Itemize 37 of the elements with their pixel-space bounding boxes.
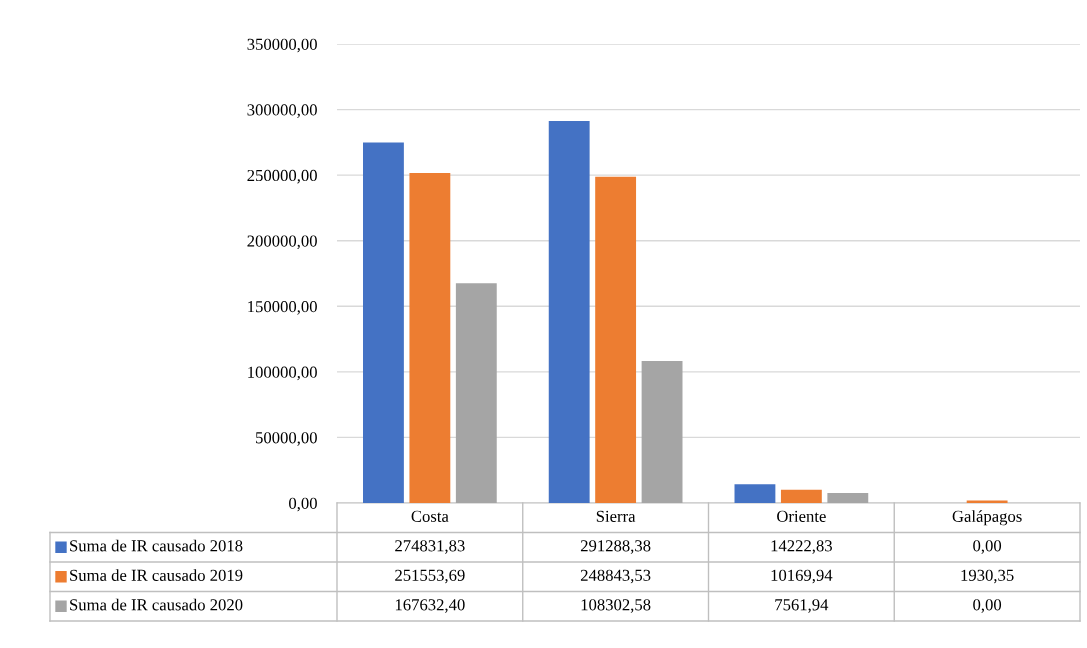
data-label: 14222,83 <box>771 540 832 554</box>
bar <box>780 489 822 503</box>
x-tick-label: Galápagos <box>952 510 1022 526</box>
y-tick-label: 100000,00 <box>248 366 317 381</box>
data-label: 1930,35 <box>961 569 1014 584</box>
bar <box>966 500 1008 503</box>
bar <box>641 360 683 503</box>
data-label: 0,00 <box>973 599 1002 613</box>
y-tick-label: 250000,00 <box>247 169 317 184</box>
legend-label: Suma de IR causado 2018 <box>70 539 243 552</box>
x-tick-label: Oriente <box>777 510 826 522</box>
legend-label: Suma de IR causado 2020 <box>70 598 243 611</box>
bar <box>363 142 404 503</box>
data-label: 291288,38 <box>580 540 651 554</box>
bar <box>409 173 451 503</box>
data-label: 0,00 <box>973 540 1002 554</box>
data-label: 248843,53 <box>580 569 651 584</box>
x-tick-label: Costa <box>411 510 449 522</box>
data-label: 10169,94 <box>771 569 833 584</box>
data-label: 274831,83 <box>395 540 465 554</box>
legend-label: Suma de IR causado 2019 <box>70 569 243 581</box>
bar <box>548 121 590 503</box>
y-tick-label: 200000,00 <box>247 235 317 250</box>
x-tick-label: Sierra <box>596 510 636 522</box>
y-tick-label: 350000,00 <box>247 38 317 53</box>
y-tick-label: 150000,00 <box>248 300 317 315</box>
data-label: 167632,40 <box>395 599 465 613</box>
bar <box>595 176 637 503</box>
bar <box>734 484 776 503</box>
y-tick-label: 300000,00 <box>247 104 317 118</box>
bar <box>827 493 869 503</box>
data-label: 7561,94 <box>775 599 829 613</box>
y-tick-label: 0,00 <box>289 497 317 512</box>
data-label: 251553,69 <box>395 569 465 584</box>
bar <box>455 283 497 503</box>
y-tick-label: 50000,00 <box>256 432 317 446</box>
data-label: 108302,58 <box>581 599 651 613</box>
